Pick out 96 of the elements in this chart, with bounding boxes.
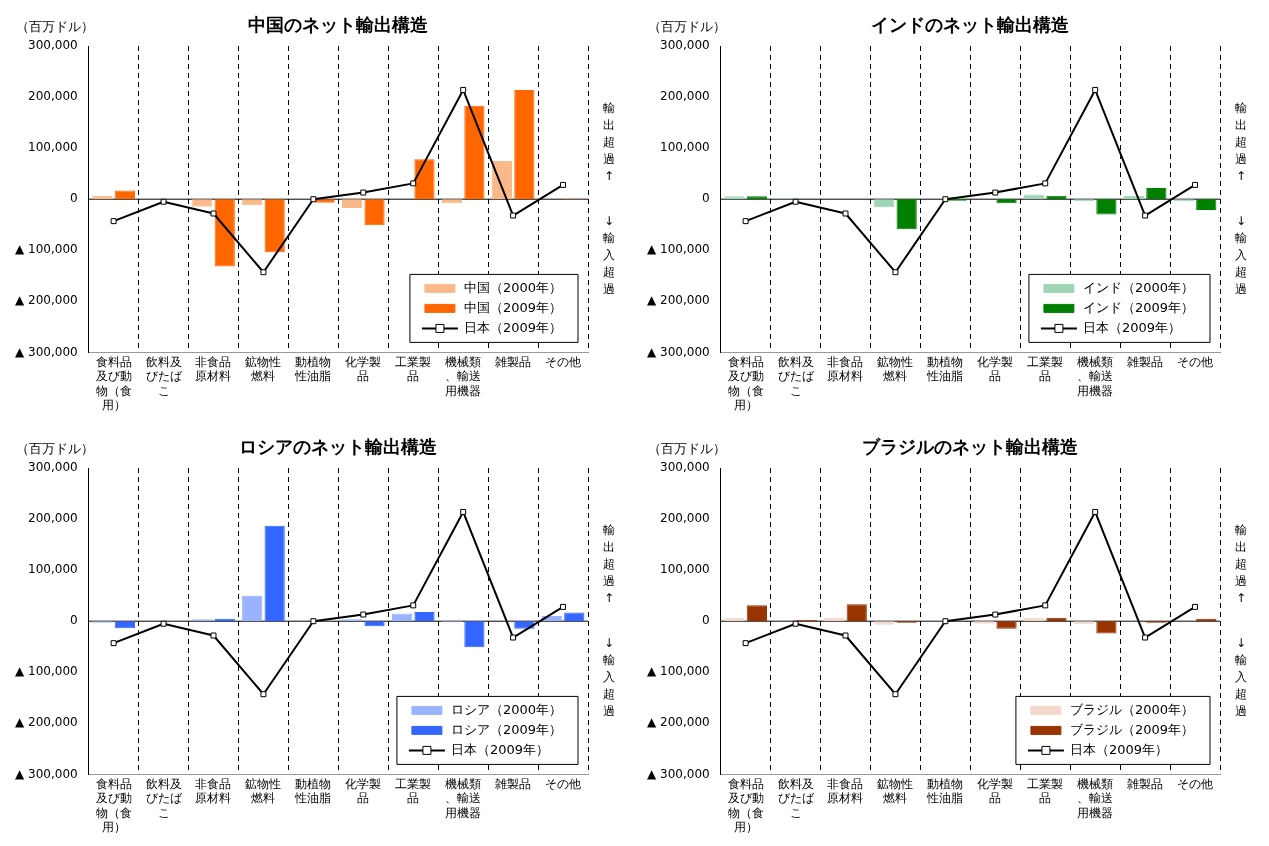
y-tick-label: 0 [702, 613, 710, 628]
y-tick-label: ▲ 200,000 [646, 293, 710, 308]
x-tick-label: 食料品及び動物（食用） [727, 776, 764, 834]
y-tick-label: 200,000 [660, 511, 710, 526]
x-tick-label: 飲料及びたばこ [145, 354, 183, 398]
x-tick-label: 工業製品 [1027, 776, 1064, 806]
text: ↓輸入超過 [603, 213, 615, 296]
x-tick-label: 動植物性油脂 [926, 354, 964, 384]
legend-label: 日本（2009年） [1082, 319, 1182, 335]
y-axis-title: （百万ドル） [16, 19, 94, 35]
y-tick-label: 0 [70, 613, 78, 628]
x-tick-label: 雑製品 [495, 776, 532, 791]
y-tick-label: 0 [70, 191, 78, 206]
x-tick-label: 鉱物性燃料 [877, 354, 914, 384]
x-tick-label: 非食品原材料 [195, 354, 232, 384]
x-tick-label: 機械類、輸送用機器 [1077, 354, 1114, 398]
y-tick-label: ▲ 200,000 [646, 715, 710, 730]
y-tick-label: 200,000 [660, 89, 710, 104]
x-tick-label: 化学製品 [345, 776, 382, 806]
x-tick-label: その他 [1177, 354, 1214, 369]
x-tick-label: 食料品及び動物（食用） [95, 354, 132, 412]
x-tick-label: 雑製品 [1127, 354, 1164, 369]
legend-label: ブラジル（2009年） [1069, 721, 1195, 737]
y-tick-label: ▲ 200,000 [14, 293, 78, 308]
text: ↓輸入超過 [1235, 635, 1247, 718]
y-tick-label: 100,000 [28, 140, 78, 155]
x-tick-label: 化学製品 [977, 354, 1014, 384]
x-tick-label: その他 [545, 354, 582, 369]
x-tick-label: 非食品原材料 [827, 776, 864, 806]
x-tick-label: 飲料及びたばこ [777, 776, 815, 820]
x-tick-label: 食料品及び動物（食用） [727, 354, 764, 412]
y-tick-label: ▲ 300,000 [646, 766, 710, 781]
chart-title: ロシアのネット輸出構造 [239, 435, 438, 457]
x-tick-label: 鉱物性燃料 [877, 776, 914, 806]
y-tick-label: ▲ 200,000 [14, 715, 78, 730]
text: 輸出超過↑ [1235, 522, 1247, 605]
x-tick-label: 工業製品 [395, 776, 432, 806]
x-tick-label: 動植物性油脂 [294, 776, 332, 806]
legend-label: 日本（2009年） [450, 741, 550, 757]
chart-title: ブラジルのネット輸出構造 [862, 435, 1079, 457]
x-tick-label: 工業製品 [1027, 354, 1064, 384]
x-tick-label: 非食品原材料 [195, 776, 232, 806]
y-tick-label: 300,000 [28, 460, 78, 475]
text: 輸出超過↑ [1235, 100, 1247, 183]
x-tick-label: 鉱物性燃料 [245, 354, 282, 384]
chart-title: インドのネット輸出構造 [871, 13, 1070, 35]
x-tick-label: 機械類、輸送用機器 [445, 776, 482, 820]
y-tick-label: 100,000 [28, 562, 78, 577]
text: 輸出超過↑ [603, 522, 615, 605]
legend-label: ロシア（2009年） [450, 721, 563, 737]
x-tick-label: 化学製品 [977, 776, 1014, 806]
y-tick-label: ▲ 300,000 [14, 766, 78, 781]
x-tick-label: 雑製品 [1127, 776, 1164, 791]
y-tick-label: ▲ 300,000 [14, 344, 78, 359]
y-tick-label: ▲ 100,000 [14, 242, 78, 257]
y-tick-label: 300,000 [660, 460, 710, 475]
legend-label: 中国（2009年） [463, 299, 563, 315]
y-tick-label: ▲ 300,000 [646, 344, 710, 359]
x-tick-label: 工業製品 [395, 354, 432, 384]
y-axis-title: （百万ドル） [16, 441, 94, 457]
legend-label: ブラジル（2000年） [1069, 701, 1195, 717]
y-tick-label: 300,000 [660, 38, 710, 53]
legend-label: 日本（2009年） [463, 319, 563, 335]
legend-label: ロシア（2000年） [450, 701, 563, 717]
legend-label: インド（2009年） [1082, 299, 1195, 315]
y-tick-label: 100,000 [660, 140, 710, 155]
x-tick-label: 飲料及びたばこ [145, 776, 183, 820]
legend-label: インド（2000年） [1082, 279, 1195, 295]
text: ↓輸入超過 [603, 635, 615, 718]
legend-label: 中国（2000年） [463, 279, 563, 295]
x-tick-label: 雑製品 [495, 354, 532, 369]
y-tick-label: ▲ 100,000 [14, 664, 78, 679]
y-tick-label: 100,000 [660, 562, 710, 577]
y-tick-label: 0 [702, 191, 710, 206]
text: ↓輸入超過 [1235, 213, 1247, 296]
chart-title: 中国のネット輸出構造 [248, 13, 429, 35]
text: 輸出超過↑ [603, 100, 615, 183]
x-tick-label: 化学製品 [345, 354, 382, 384]
y-tick-label: ▲ 100,000 [646, 242, 710, 257]
x-tick-label: 動植物性油脂 [926, 776, 964, 806]
x-tick-label: 鉱物性燃料 [245, 776, 282, 806]
x-tick-label: その他 [545, 776, 582, 791]
x-tick-label: 食料品及び動物（食用） [95, 776, 132, 834]
x-tick-label: その他 [1177, 776, 1214, 791]
x-tick-label: 非食品原材料 [827, 354, 864, 384]
y-axis-title: （百万ドル） [648, 441, 726, 457]
y-tick-label: 200,000 [28, 89, 78, 104]
x-tick-label: 飲料及びたばこ [777, 354, 815, 398]
y-tick-label: 200,000 [28, 511, 78, 526]
x-tick-label: 動植物性油脂 [294, 354, 332, 384]
y-axis-title: （百万ドル） [648, 19, 726, 35]
y-tick-label: ▲ 100,000 [646, 664, 710, 679]
y-tick-label: 300,000 [28, 38, 78, 53]
x-tick-label: 機械類、輸送用機器 [1077, 776, 1114, 820]
legend-label: 日本（2009年） [1069, 741, 1169, 757]
x-tick-label: 機械類、輸送用機器 [445, 354, 482, 398]
